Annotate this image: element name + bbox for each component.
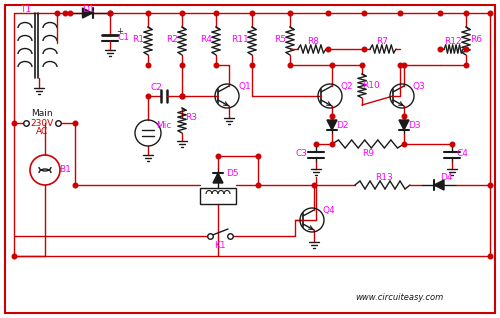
Polygon shape: [399, 120, 409, 130]
Text: R7: R7: [376, 37, 388, 45]
Text: Q4: Q4: [322, 205, 336, 215]
Text: D3: D3: [408, 121, 420, 130]
Text: R11: R11: [231, 36, 249, 45]
Text: T1: T1: [20, 4, 32, 13]
Text: C1: C1: [118, 33, 130, 43]
Text: R12: R12: [444, 37, 462, 45]
Text: C4: C4: [456, 149, 468, 158]
Polygon shape: [213, 173, 223, 183]
Polygon shape: [434, 180, 444, 190]
Text: Q3: Q3: [412, 81, 426, 91]
Text: Mic: Mic: [156, 121, 172, 129]
Text: D5: D5: [226, 169, 238, 178]
Text: R13: R13: [375, 172, 393, 182]
Text: C3: C3: [296, 149, 308, 158]
Polygon shape: [327, 120, 337, 130]
Text: R3: R3: [185, 114, 197, 122]
Text: R5: R5: [274, 36, 286, 45]
Text: +: +: [116, 27, 123, 37]
Text: www.circuiteasy.com: www.circuiteasy.com: [355, 293, 444, 302]
Text: K1: K1: [214, 241, 226, 251]
Text: Q1: Q1: [238, 81, 252, 91]
Text: AC: AC: [36, 128, 48, 136]
Text: R6: R6: [470, 36, 482, 45]
Text: B1: B1: [59, 165, 71, 175]
Text: R9: R9: [362, 149, 374, 157]
Polygon shape: [82, 8, 92, 18]
Text: D1: D1: [82, 4, 94, 13]
Text: R1: R1: [132, 36, 144, 45]
Text: D2: D2: [336, 121, 348, 130]
Text: R10: R10: [362, 81, 380, 91]
Text: 230V: 230V: [30, 119, 54, 128]
Text: R4: R4: [200, 36, 212, 45]
Text: Main: Main: [31, 109, 53, 119]
Text: R8: R8: [307, 37, 319, 45]
Text: C2: C2: [150, 82, 162, 92]
Text: Q2: Q2: [340, 81, 353, 91]
Text: R2: R2: [166, 36, 178, 45]
Text: D4: D4: [440, 172, 452, 182]
Bar: [200, 188, 236, 204]
